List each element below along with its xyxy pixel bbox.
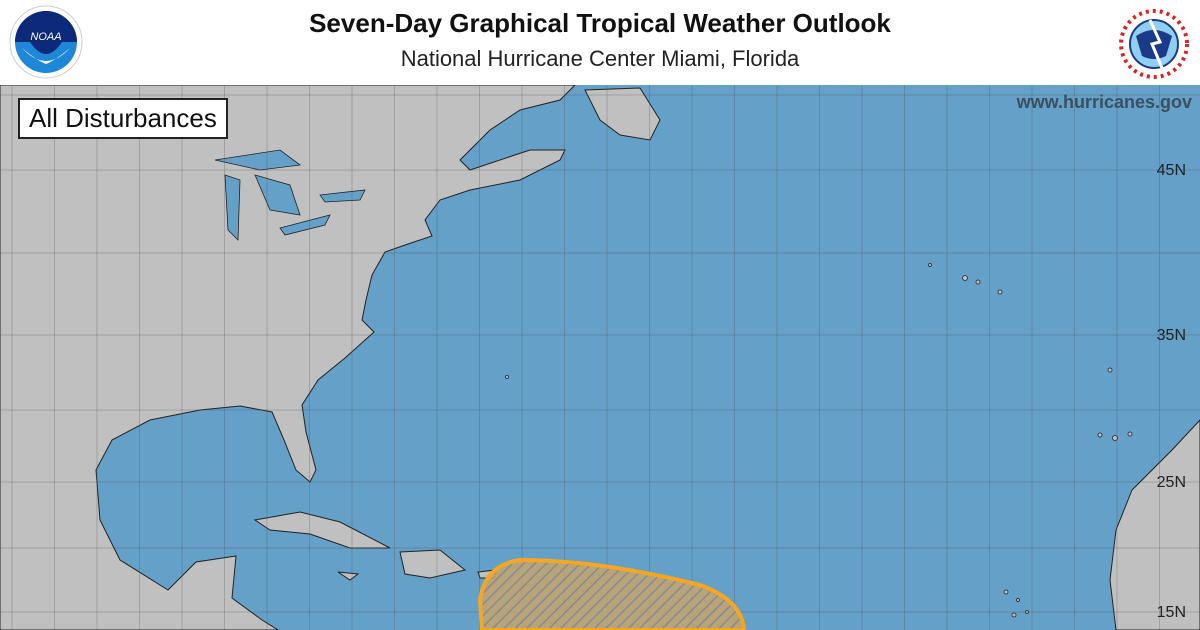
lat-label-15n: 15N <box>1156 604 1186 621</box>
atlantic-islands <box>505 263 1133 618</box>
lat-label-45n: 45N <box>1156 162 1186 179</box>
nws-logo <box>1118 8 1190 80</box>
noaa-logo-text: NOAA <box>30 31 61 43</box>
page-title: Seven-Day Graphical Tropical Weather Out… <box>309 8 891 38</box>
outlook-area-hatched <box>477 557 747 630</box>
north-america-land <box>0 85 661 630</box>
africa-land <box>1109 419 1200 630</box>
outlook-map <box>0 85 1200 630</box>
lat-label-35n: 35N <box>1156 327 1186 344</box>
grid-lines <box>0 85 1200 630</box>
lat-label-25n: 25N <box>1156 474 1186 491</box>
noaa-logo: NOAA <box>9 5 83 79</box>
great-lakes <box>214 149 366 241</box>
page-subtitle: National Hurricane Center Miami, Florida <box>400 46 800 71</box>
view-label: All Disturbances <box>18 98 228 139</box>
header: NOAA Seven-Day Graphical Tropical Weathe… <box>0 0 1200 85</box>
website-link[interactable]: www.hurricanes.gov <box>1016 92 1192 112</box>
